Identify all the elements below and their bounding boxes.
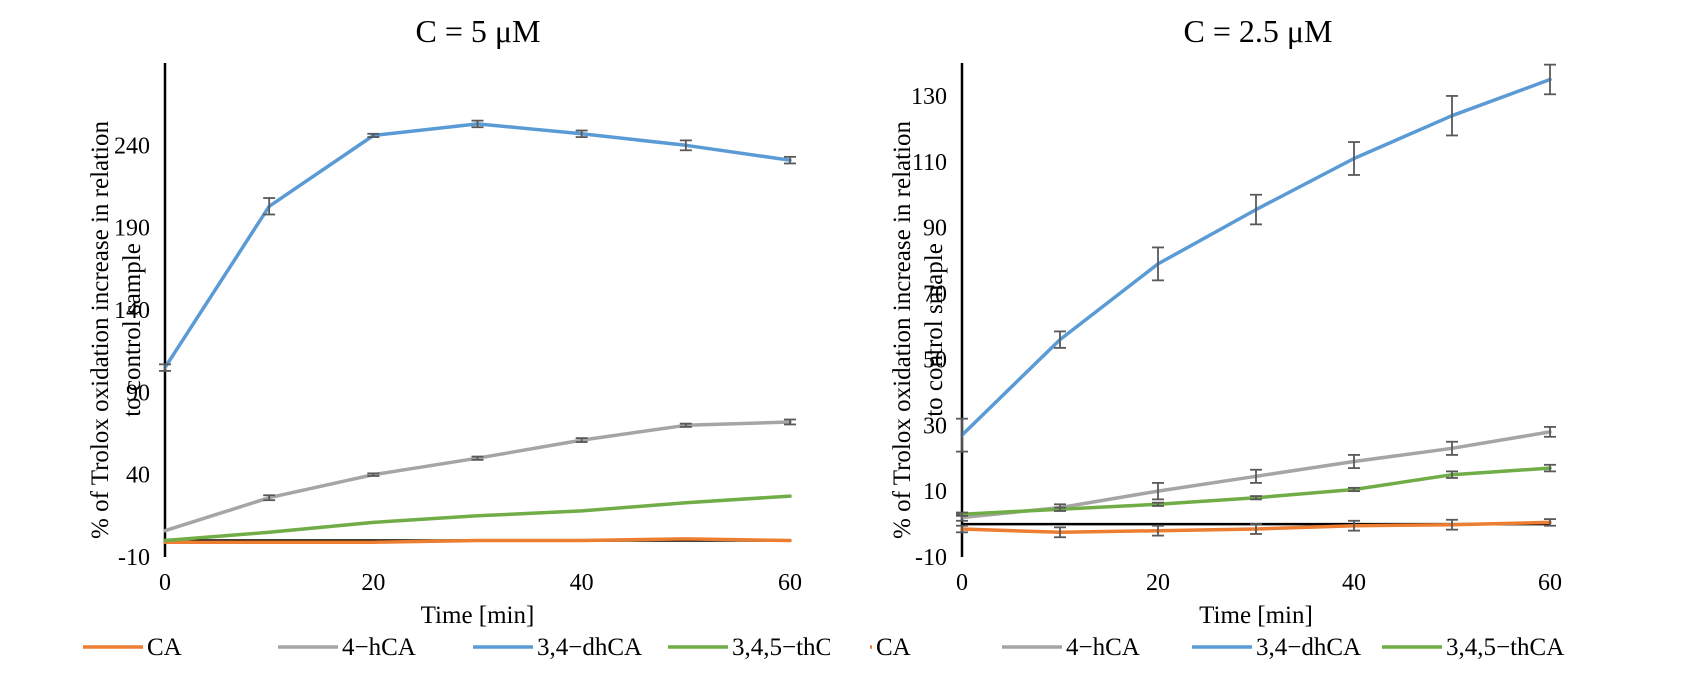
chart-panel-2-5um: C = 2.5 μM % of Trolox oxidation increase… — [870, 0, 1683, 678]
x-axis-title: Time [min] — [421, 602, 535, 629]
y-tick-label: 70 — [923, 282, 947, 308]
legend-label-4-hca: 4−hCA — [1066, 634, 1140, 661]
error-bar — [263, 197, 276, 216]
y-axis-title-line2: to control smaple — [921, 243, 948, 417]
error-bar — [1152, 246, 1164, 282]
y-tick-label: 50 — [923, 347, 947, 373]
y-tick-label: 140 — [114, 298, 150, 324]
error-bar — [1446, 95, 1458, 137]
error-bar — [1250, 495, 1262, 501]
y-axis-title-line2: to control sample — [119, 243, 146, 417]
x-tick-label: 0 — [956, 570, 968, 596]
chart-panel-5um: C = 5 μM % of Trolox oxidation increase i… — [0, 0, 830, 678]
error-bar — [1544, 518, 1556, 527]
error-bar — [956, 511, 968, 517]
error-bar — [471, 119, 484, 129]
error-bar — [1348, 454, 1360, 469]
error-bar — [956, 417, 968, 453]
y-tick-label: -10 — [915, 545, 947, 571]
series-line-3-4-5-thca — [163, 494, 792, 543]
error-bar — [679, 139, 692, 152]
chart-5um: C = 5 μM % of Trolox oxidation increase i… — [83, 13, 830, 661]
error-bar — [1152, 501, 1164, 507]
legend-label-ca: CA — [147, 634, 182, 661]
error-bar — [1152, 481, 1164, 501]
error-bar — [1446, 470, 1458, 479]
series-line-ca — [163, 537, 792, 544]
error-bar — [1348, 141, 1360, 176]
y-tick-label: 90 — [126, 380, 150, 406]
error-bar — [1544, 463, 1556, 473]
legend-label-3-4-dhca: 3,4−dhCA — [1256, 634, 1361, 661]
error-bar — [956, 524, 968, 534]
x-tick-label: 60 — [778, 570, 802, 596]
x-tick-label: 60 — [1538, 570, 1562, 596]
error-bar — [1054, 330, 1066, 349]
y-tick-label: 10 — [923, 479, 947, 505]
error-bar — [1348, 486, 1360, 493]
y-tick-label: 40 — [126, 463, 150, 489]
legend-label-3-4-5-thca: 3,4,5−thCA — [1446, 634, 1564, 661]
error-bar — [1054, 526, 1066, 539]
x-tick-label: 20 — [361, 570, 385, 596]
y-axis-title-line1: % of Trolox oxidation increase in relati… — [889, 121, 916, 539]
x-tick-label: 20 — [1146, 570, 1170, 596]
legend-label-4-hca: 4−hCA — [342, 634, 416, 661]
error-bar — [1446, 440, 1458, 456]
error-bar — [1544, 426, 1556, 438]
error-bar — [575, 129, 588, 139]
y-tick-label: 90 — [923, 216, 947, 242]
legend-label-3-4-5-thca: 3,4,5−thCA — [732, 634, 830, 661]
y-tick-label: 30 — [923, 413, 947, 439]
error-bar — [367, 132, 380, 139]
error-bar — [784, 155, 796, 165]
chart-title: C = 2.5 μM — [1184, 13, 1333, 49]
error-bar — [471, 455, 484, 461]
chart-2-5um: C = 2.5 μM % of Trolox oxidation increase… — [870, 13, 1564, 661]
series-line-3-4-dhca — [960, 77, 1552, 437]
y-axis-title-line1: % of Trolox oxidation increase in relati… — [87, 121, 114, 539]
legend-label-ca: CA — [876, 634, 911, 661]
x-tick-label: 40 — [1342, 570, 1366, 596]
y-tick-label: 190 — [114, 216, 150, 242]
y-tick-label: 130 — [911, 84, 947, 110]
error-bar — [1544, 63, 1556, 96]
x-tick-label: 0 — [159, 570, 171, 596]
error-bar — [784, 418, 796, 426]
legend-label-3-4-dhca: 3,4−dhCA — [537, 634, 642, 661]
y-tick-label: 110 — [912, 150, 947, 176]
error-bar — [1054, 506, 1066, 512]
error-bar — [1348, 519, 1360, 532]
series-line-3-4-dhca — [163, 122, 792, 370]
y-tick-label: -10 — [118, 545, 150, 571]
error-bar — [679, 422, 692, 428]
error-bar — [575, 437, 588, 443]
error-bar — [367, 472, 380, 477]
y-tick-label: 240 — [114, 133, 150, 159]
x-axis-title: Time [min] — [1199, 602, 1313, 629]
error-bar — [1152, 524, 1164, 537]
error-bar — [1446, 518, 1458, 531]
error-bar — [263, 494, 276, 502]
chart-title: C = 5 μM — [416, 13, 541, 49]
error-bar — [1250, 523, 1262, 535]
error-bar — [1250, 193, 1262, 226]
error-bar — [159, 363, 171, 372]
x-tick-label: 40 — [570, 570, 594, 596]
error-bar — [1250, 468, 1262, 484]
